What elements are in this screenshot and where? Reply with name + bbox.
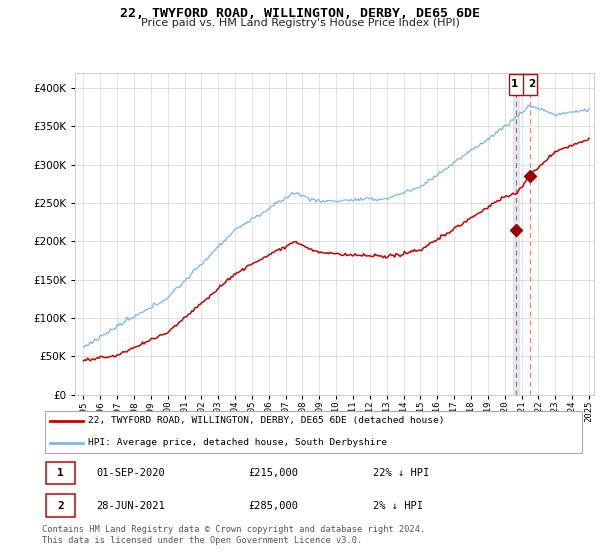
FancyBboxPatch shape xyxy=(46,494,74,517)
Text: 1: 1 xyxy=(511,80,518,89)
Text: 2% ↓ HPI: 2% ↓ HPI xyxy=(373,501,423,511)
FancyBboxPatch shape xyxy=(46,462,74,484)
Text: £285,000: £285,000 xyxy=(248,501,298,511)
Text: 2: 2 xyxy=(57,501,64,511)
Text: Price paid vs. HM Land Registry's House Price Index (HPI): Price paid vs. HM Land Registry's House … xyxy=(140,18,460,29)
Bar xyxy=(514,73,518,395)
Text: 01-SEP-2020: 01-SEP-2020 xyxy=(97,468,165,478)
Text: 22, TWYFORD ROAD, WILLINGTON, DERBY, DE65 6DE (detached house): 22, TWYFORD ROAD, WILLINGTON, DERBY, DE6… xyxy=(88,416,445,425)
Text: 22, TWYFORD ROAD, WILLINGTON, DERBY, DE65 6DE: 22, TWYFORD ROAD, WILLINGTON, DERBY, DE6… xyxy=(120,7,480,20)
Text: 28-JUN-2021: 28-JUN-2021 xyxy=(97,501,165,511)
Text: 1: 1 xyxy=(57,468,64,478)
Bar xyxy=(509,73,537,95)
Text: HPI: Average price, detached house, South Derbyshire: HPI: Average price, detached house, Sout… xyxy=(88,438,387,447)
Text: £215,000: £215,000 xyxy=(248,468,298,478)
Text: 22% ↓ HPI: 22% ↓ HPI xyxy=(373,468,430,478)
Text: Contains HM Land Registry data © Crown copyright and database right 2024.
This d: Contains HM Land Registry data © Crown c… xyxy=(42,525,425,545)
Text: 2: 2 xyxy=(528,80,535,89)
FancyBboxPatch shape xyxy=(45,410,582,453)
